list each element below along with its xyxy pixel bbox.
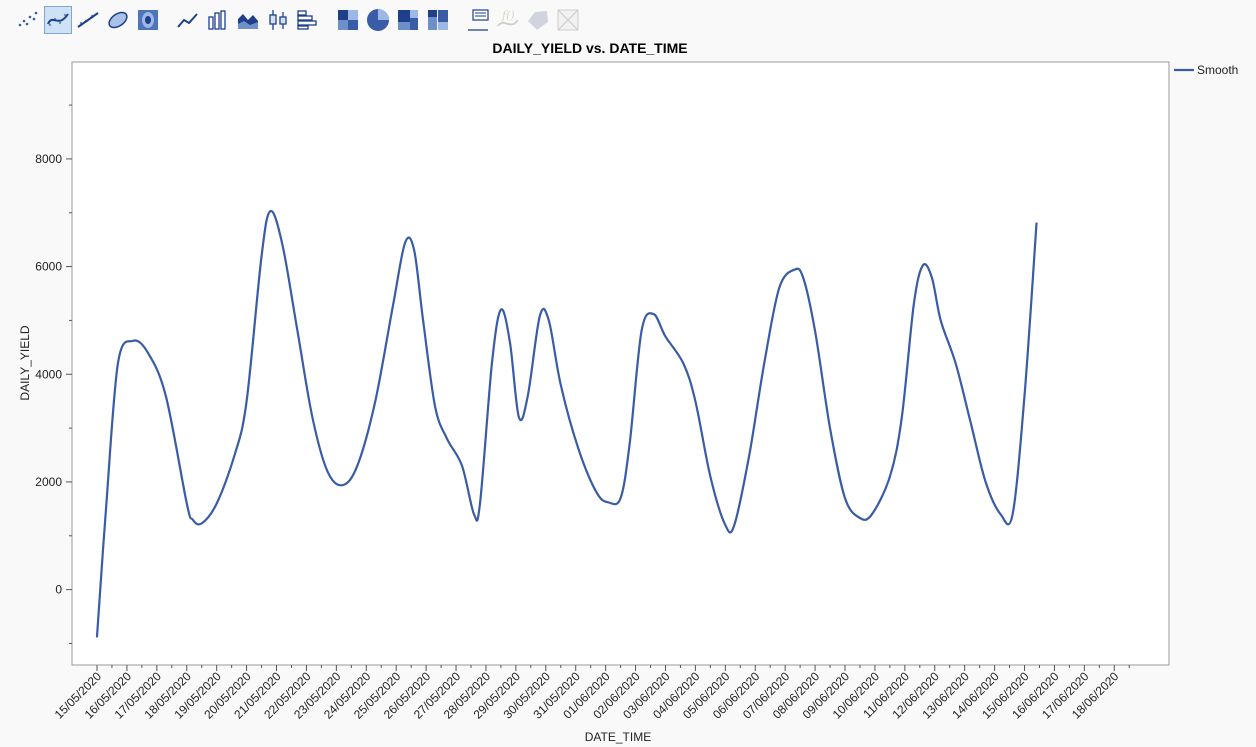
histogram-icon <box>297 10 317 30</box>
pie-chart-button[interactable] <box>364 6 392 34</box>
parallel-button[interactable] <box>554 6 582 34</box>
chart-title: DAILY_YIELD vs. DATE_TIME <box>492 40 687 56</box>
map-shapes-icon <box>528 11 548 30</box>
bar-chart-icon <box>208 10 226 30</box>
box-plot-icon <box>269 10 287 30</box>
plot-frame[interactable] <box>71 61 1170 666</box>
points-icon <box>18 11 38 27</box>
legend-label-smooth: Smooth <box>1197 63 1238 77</box>
box-plot-button[interactable] <box>264 6 292 34</box>
y-tick-label: 4000 <box>35 367 62 381</box>
legend: Smooth <box>1174 63 1238 77</box>
contour-icon <box>138 10 158 30</box>
y-tick-label: 0 <box>55 583 62 597</box>
graph-type-toolbar: f() <box>14 4 584 36</box>
y-axis-label: DAILY_YIELD <box>18 325 32 400</box>
y-tick-label: 2000 <box>35 475 62 489</box>
y-tick-label: 8000 <box>35 152 62 166</box>
histogram-button[interactable] <box>294 6 322 34</box>
mosaic-button[interactable] <box>424 6 452 34</box>
mosaic-icon <box>428 10 448 30</box>
ellipse-button[interactable] <box>104 6 132 34</box>
formula-icon: f() <box>497 9 519 27</box>
map-shapes-button[interactable] <box>524 6 552 34</box>
line-chart-icon <box>177 13 198 28</box>
ellipse-icon <box>108 11 128 29</box>
series-line-smooth <box>95 209 1038 638</box>
y-tick-label: 6000 <box>35 260 62 274</box>
heatmap-icon <box>338 10 358 30</box>
line-chart-button[interactable] <box>174 6 202 34</box>
heatmap-button[interactable] <box>334 6 362 34</box>
x-axis-label: DATE_TIME <box>585 730 651 744</box>
area-chart-button[interactable] <box>234 6 262 34</box>
points-button[interactable] <box>14 6 42 34</box>
bar-chart-button[interactable] <box>204 6 232 34</box>
x-axis: 15/05/202016/05/202017/05/202018/05/2020… <box>52 665 1130 722</box>
line-of-fit-button[interactable] <box>74 6 102 34</box>
pie-chart-icon <box>367 9 389 31</box>
area-chart-icon <box>238 14 258 29</box>
svg-text:f(): f() <box>501 9 515 22</box>
y-axis: 0 2000 4000 6000 8000 <box>35 104 72 644</box>
parallel-icon <box>557 9 579 31</box>
treemap-icon <box>398 10 418 30</box>
treemap-button[interactable] <box>394 6 422 34</box>
caption-box-icon <box>468 9 489 31</box>
line-of-fit-icon <box>77 12 99 28</box>
smoother-icon <box>47 13 69 27</box>
formula-button[interactable]: f() <box>494 6 522 34</box>
caption-box-button[interactable] <box>464 6 492 34</box>
contour-button[interactable] <box>134 6 162 34</box>
smoother-button[interactable] <box>44 6 72 34</box>
